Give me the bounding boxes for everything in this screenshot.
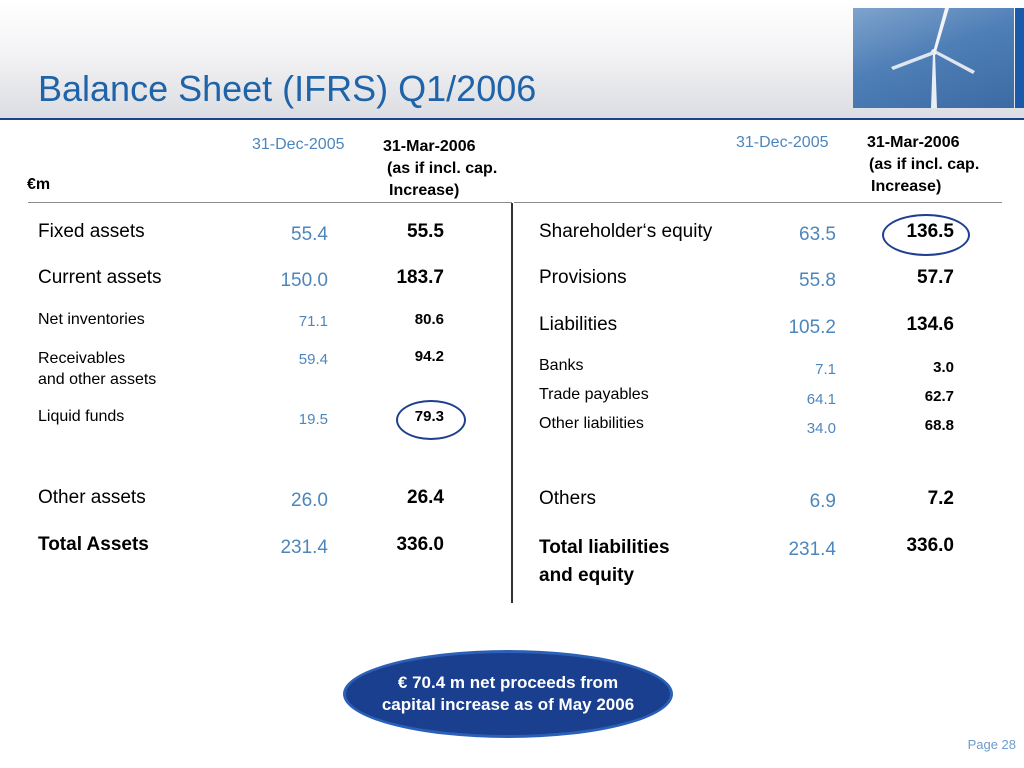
asset-dec-value: 150.0 — [280, 270, 328, 291]
col-header-mar-line2: (as if incl. cap. — [387, 160, 498, 177]
net-proceeds-callout: € 70.4 m net proceeds from capital incre… — [343, 650, 673, 738]
liability-label: Liabilities — [539, 314, 618, 335]
header-underline-left — [28, 202, 512, 203]
asset-label: Current assets — [38, 267, 162, 288]
liability-mar-value: 7.2 — [927, 488, 954, 509]
liability-mar-value: 57.7 — [917, 267, 954, 288]
asset-dec-value: 55.4 — [291, 224, 328, 245]
highlight-circle — [882, 214, 970, 256]
asset-dec-value: 231.4 — [280, 537, 328, 558]
header-underline-right — [514, 202, 1002, 203]
col-header-dec-right: 31-Dec-2005 — [736, 134, 829, 151]
page-title: Balance Sheet (IFRS) Q1/2006 — [38, 68, 537, 109]
highlight-circle — [396, 400, 466, 440]
liability-dec-value: 63.5 — [799, 224, 836, 245]
liability-dec-value: 105.2 — [788, 317, 836, 338]
page-number: Page 28 — [967, 737, 1016, 752]
col-header-mar-right: 31-Mar-2006 (as if incl. cap. Increase) — [867, 132, 979, 198]
col-header-mar-line1: 31-Mar-2006 — [867, 134, 960, 151]
liability-dec-value: 55.8 — [799, 270, 836, 291]
liability-label-total: Total liabilities and equity — [539, 534, 670, 590]
liability-dec-value: 231.4 — [788, 539, 836, 560]
liability-dec-value: 6.9 — [809, 491, 836, 512]
liability-label: Other liabilities — [539, 415, 644, 432]
liability-dec-value: 34.0 — [806, 420, 836, 437]
callout-line2: capital increase as of May 2006 — [381, 695, 635, 714]
col-header-mar-line2: (as if incl. cap. — [869, 156, 980, 173]
liability-mar-value: 68.8 — [924, 417, 954, 434]
liability-mar-value: 134.6 — [906, 314, 954, 335]
asset-mar-value: 94.2 — [414, 348, 444, 365]
liability-label: Others — [539, 488, 597, 509]
liability-label: Trade payables — [539, 386, 649, 403]
liability-mar-value: 3.0 — [933, 359, 954, 376]
liability-label: Shareholder‘s equity — [539, 221, 713, 242]
asset-label: Liquid funds — [38, 408, 125, 425]
asset-mar-value: 183.7 — [396, 267, 444, 288]
asset-label: Receivables and other assets — [38, 348, 156, 390]
col-header-dec-left: 31-Dec-2005 — [252, 136, 345, 153]
liability-mar-value: 62.7 — [924, 388, 954, 405]
asset-label: Fixed assets — [38, 221, 145, 242]
liability-label: Provisions — [539, 267, 627, 288]
asset-label-line2: and other assets — [38, 371, 157, 388]
asset-mar-value: 55.5 — [407, 221, 444, 242]
liability-dec-value: 7.1 — [815, 361, 836, 378]
asset-label-line1: Receivables — [38, 350, 126, 367]
asset-dec-value: 26.0 — [291, 490, 328, 511]
liability-dec-value: 64.1 — [806, 391, 836, 408]
wind-turbine-photo — [853, 8, 1014, 108]
col-header-mar-left: 31-Mar-2006 (as if incl. cap. Increase) — [383, 136, 497, 202]
col-header-mar-line1: 31-Mar-2006 — [383, 138, 476, 155]
unit-label: €m — [27, 176, 51, 193]
callout-line1: € 70.4 m net proceeds from — [397, 673, 619, 692]
header-rule — [0, 118, 1024, 120]
column-divider — [511, 203, 513, 603]
asset-dec-value: 59.4 — [298, 351, 328, 368]
asset-label: Net inventories — [38, 311, 145, 328]
asset-mar-value: 80.6 — [414, 311, 444, 328]
liability-label-line1: Total liabilities — [539, 537, 670, 558]
asset-label: Other assets — [38, 487, 146, 508]
asset-dec-value: 19.5 — [298, 411, 328, 428]
liability-label: Banks — [539, 357, 584, 374]
col-header-mar-line3: Increase) — [871, 178, 942, 195]
liability-mar-value: 336.0 — [906, 535, 954, 556]
liability-label-line2: and equity — [539, 565, 635, 586]
asset-mar-value: 26.4 — [407, 487, 444, 508]
header-accent-bar — [1015, 8, 1024, 108]
asset-label-total: Total Assets — [38, 534, 149, 555]
col-header-mar-line3: Increase) — [389, 182, 460, 199]
asset-mar-value: 336.0 — [396, 534, 444, 555]
asset-dec-value: 71.1 — [298, 313, 328, 330]
